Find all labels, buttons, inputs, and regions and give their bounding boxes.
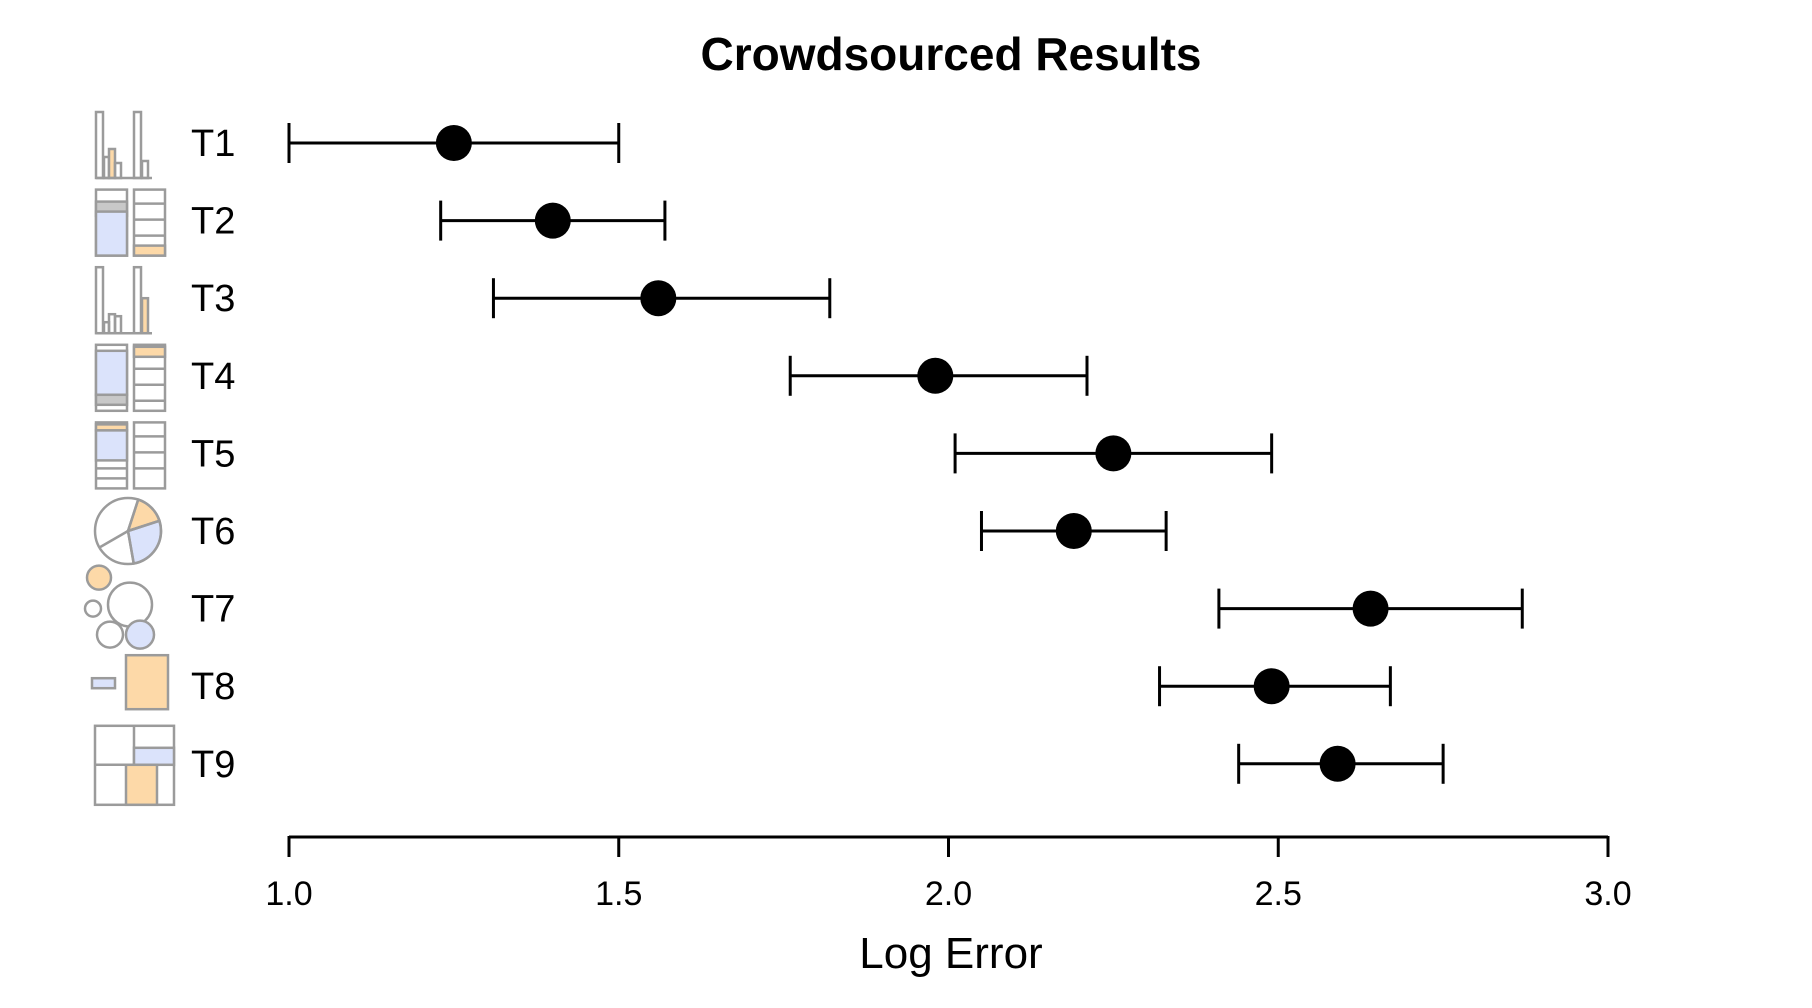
x-tick-label: 3.0 — [1584, 875, 1631, 913]
data-point — [534, 202, 571, 239]
data-point — [1319, 745, 1356, 782]
row-t1: T1 — [94, 110, 621, 180]
task-label: T5 — [191, 433, 235, 475]
row-t4: T4 — [94, 343, 1089, 413]
task-label: T7 — [191, 589, 235, 631]
bar-chart-icon — [94, 265, 152, 335]
data-point — [1352, 590, 1389, 627]
data-point — [1253, 668, 1290, 705]
data-point — [435, 125, 472, 161]
row-t8: T8 — [90, 653, 1392, 711]
task-label: T8 — [191, 666, 235, 708]
task-label: T3 — [191, 278, 235, 320]
x-tick-label: 2.0 — [925, 875, 972, 913]
x-axis: 1.0 1.5 2.0 2.5 3.0 — [265, 835, 1632, 913]
task-label: T6 — [191, 511, 235, 553]
row-t3: T3 — [94, 265, 832, 335]
row-t5: T5 — [94, 421, 1274, 490]
task-label: T9 — [191, 744, 235, 786]
task-label: T4 — [191, 356, 235, 398]
stacked-bar-icon — [94, 421, 167, 490]
row-t7: T7 — [83, 564, 1524, 650]
task-label: T2 — [191, 201, 235, 243]
treemap-icon — [93, 724, 176, 807]
row-t6: T6 — [93, 496, 1168, 566]
data-point — [917, 357, 954, 394]
x-tick-label: 1.5 — [595, 875, 642, 913]
data-point — [1055, 513, 1092, 549]
chart-title: Crowdsourced Results — [701, 28, 1202, 80]
task-label: T1 — [191, 123, 235, 165]
area-comparison-icon — [90, 653, 170, 711]
pie-chart-icon — [93, 496, 163, 566]
stacked-bar-icon — [94, 188, 167, 257]
data-point — [1095, 435, 1132, 472]
chart-rows: T1 T2 T3 T4 T5 T6 T7 T8 T9 — [83, 110, 1524, 807]
x-tick-label: 1.0 — [265, 875, 312, 913]
bar-chart-icon — [94, 110, 152, 180]
x-axis-title: Log Error — [859, 929, 1042, 978]
data-point — [640, 280, 677, 317]
bubble-chart-icon — [83, 564, 156, 650]
row-t9: T9 — [93, 724, 1445, 807]
x-tick-label: 2.5 — [1255, 875, 1302, 913]
row-t2: T2 — [94, 188, 667, 257]
stacked-bar-icon — [94, 343, 167, 413]
